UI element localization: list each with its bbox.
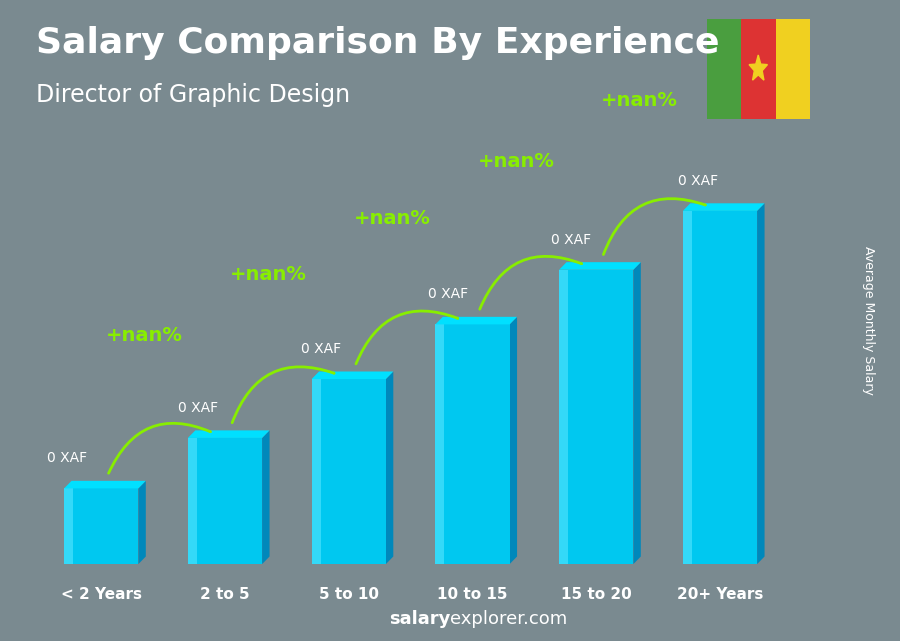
Polygon shape xyxy=(757,203,764,564)
Bar xyxy=(436,324,509,564)
Text: 0 XAF: 0 XAF xyxy=(47,451,86,465)
Bar xyxy=(64,488,73,564)
Text: 0 XAF: 0 XAF xyxy=(678,174,718,188)
Text: 0 XAF: 0 XAF xyxy=(177,401,218,415)
Text: +nan%: +nan% xyxy=(477,152,554,171)
FancyArrowPatch shape xyxy=(603,199,706,254)
FancyArrowPatch shape xyxy=(480,256,581,309)
Text: 20+ Years: 20+ Years xyxy=(677,587,763,602)
Bar xyxy=(683,211,692,564)
Bar xyxy=(559,270,568,564)
Text: +nan%: +nan% xyxy=(601,91,678,110)
FancyArrowPatch shape xyxy=(109,423,211,473)
Bar xyxy=(436,324,445,564)
Text: salary: salary xyxy=(389,610,450,628)
Bar xyxy=(706,19,741,119)
Polygon shape xyxy=(436,317,517,324)
Text: 2 to 5: 2 to 5 xyxy=(200,587,250,602)
Bar xyxy=(188,438,197,564)
Polygon shape xyxy=(509,317,517,564)
Polygon shape xyxy=(139,481,146,564)
Text: Director of Graphic Design: Director of Graphic Design xyxy=(36,83,350,107)
Polygon shape xyxy=(386,372,393,564)
Text: Salary Comparison By Experience: Salary Comparison By Experience xyxy=(36,26,719,60)
Text: Average Monthly Salary: Average Monthly Salary xyxy=(862,246,875,395)
Text: +nan%: +nan% xyxy=(230,265,307,285)
FancyArrowPatch shape xyxy=(232,367,334,422)
Text: 15 to 20: 15 to 20 xyxy=(561,587,632,602)
Bar xyxy=(188,438,262,564)
Bar xyxy=(64,488,139,564)
Bar xyxy=(559,270,634,564)
Polygon shape xyxy=(634,262,641,564)
Polygon shape xyxy=(749,55,768,80)
Bar xyxy=(776,19,810,119)
Polygon shape xyxy=(262,430,270,564)
Polygon shape xyxy=(311,372,393,379)
Polygon shape xyxy=(188,430,270,438)
Text: < 2 Years: < 2 Years xyxy=(61,587,142,602)
Bar xyxy=(741,19,776,119)
Text: 0 XAF: 0 XAF xyxy=(552,233,591,247)
Bar xyxy=(311,379,386,564)
Text: +nan%: +nan% xyxy=(354,209,430,228)
Text: 10 to 15: 10 to 15 xyxy=(437,587,508,602)
Bar xyxy=(683,211,757,564)
Text: 0 XAF: 0 XAF xyxy=(302,342,342,356)
FancyArrowPatch shape xyxy=(356,311,458,364)
Polygon shape xyxy=(559,262,641,270)
Text: explorer.com: explorer.com xyxy=(450,610,567,628)
Polygon shape xyxy=(683,203,764,211)
Text: 0 XAF: 0 XAF xyxy=(428,287,468,301)
Text: 5 to 10: 5 to 10 xyxy=(319,587,379,602)
Polygon shape xyxy=(64,481,146,488)
Bar xyxy=(311,379,320,564)
Text: +nan%: +nan% xyxy=(106,326,183,345)
